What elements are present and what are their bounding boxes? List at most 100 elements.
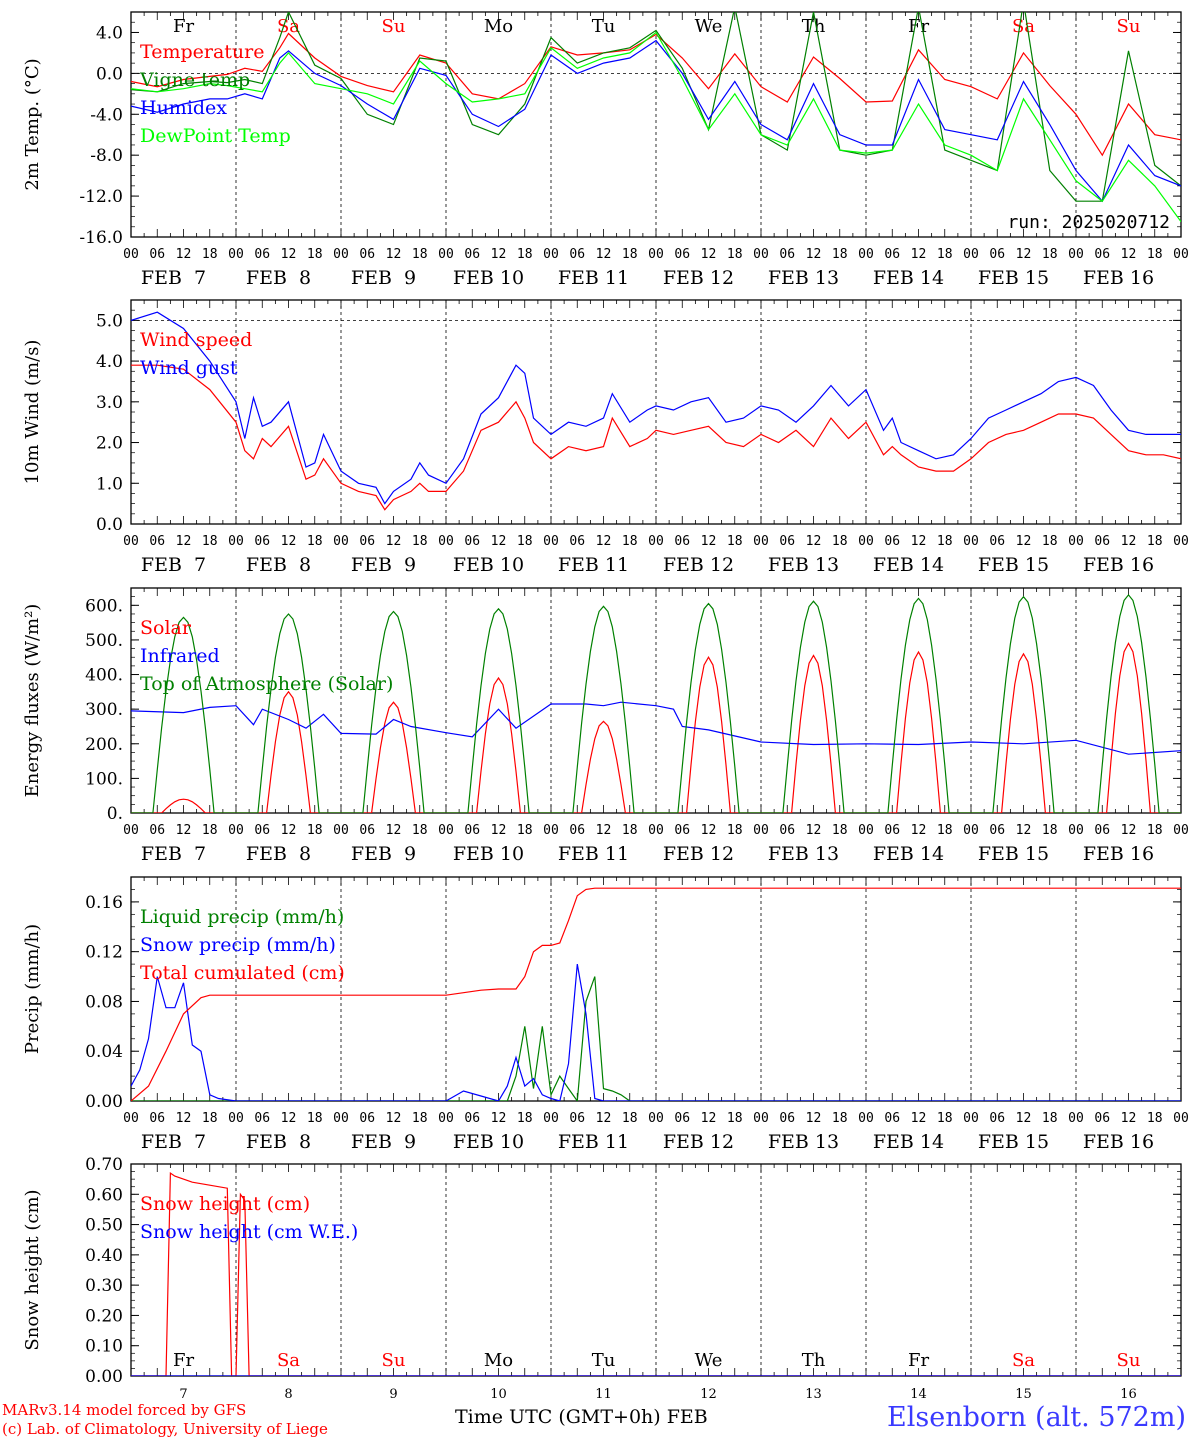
weekday-label: We [695,1350,723,1371]
weekday-label: Su [1117,16,1141,37]
hour-tick-label: 06 [464,534,480,549]
hour-tick-label: 18 [832,1111,848,1126]
y-axis-label: 2m Temp. (°C) [22,58,43,190]
hour-tick-label: 06 [779,247,795,262]
weekday-label: Fr [173,16,194,37]
hour-tick-label: 12 [386,534,402,549]
hour-tick-label: 00 [963,1111,979,1126]
day-label: FEB 14 [873,554,944,576]
hour-tick-label: 12 [701,534,717,549]
hour-tick-label: 18 [622,1111,638,1126]
hour-tick-label: 00 [543,247,559,262]
hour-tick-label: 18 [832,823,848,838]
weekday-label: Sa [1012,1350,1035,1371]
weekday-label: We [695,16,723,37]
hour-tick-label: 12 [596,534,612,549]
legend-entry: DewPoint Temp [140,125,291,147]
hour-tick-label: 18 [202,247,218,262]
hour-tick-label: 18 [1042,823,1058,838]
y-axis-label: 10m Wind (m/s) [22,340,43,485]
hour-tick-label: 12 [1121,534,1137,549]
hour-tick-label: 18 [1147,823,1163,838]
hour-tick-label: 12 [911,247,927,262]
hour-tick-label: 00 [123,1111,139,1126]
day-label: FEB 12 [663,267,734,289]
day-number-label: 11 [595,1387,612,1402]
hour-tick-label: 06 [779,1111,795,1126]
hour-tick-label: 12 [281,247,297,262]
day-label: FEB 16 [1083,267,1154,289]
day-number-label: 10 [490,1387,507,1402]
hour-tick-label: 18 [412,1111,428,1126]
hour-tick-label: 18 [517,247,533,262]
hour-tick-label: 18 [1042,534,1058,549]
weekday-label: Fr [908,1350,929,1371]
hour-tick-label: 12 [281,823,297,838]
hour-tick-label: 06 [359,1111,375,1126]
weekday-label: Sa [277,16,300,37]
hour-tick-label: 06 [569,823,585,838]
day-label: FEB 10 [453,843,524,865]
hour-tick-label: 00 [753,247,769,262]
hour-tick-label: 18 [307,534,323,549]
plot-frame [130,587,1182,814]
hour-tick-label: 06 [779,534,795,549]
y-tick-label: 0.16 [85,893,123,913]
hour-tick-label: 06 [464,1111,480,1126]
hour-tick-label: 18 [412,247,428,262]
day-label: FEB 13 [768,843,839,865]
day-label: FEB 10 [453,267,524,289]
station-label: Elsenborn (alt. 572m) [887,1402,1186,1433]
hour-tick-label: 12 [701,823,717,838]
y-tick-label: 0.12 [85,943,123,963]
hour-tick-label: 06 [359,247,375,262]
time-label: Time UTC (GMT+0h) [455,1406,661,1428]
y-tick-label: 0.00 [85,1092,123,1112]
day-label: FEB 7 [141,843,206,865]
hour-tick-label: 06 [464,247,480,262]
day-label: FEB 11 [558,554,629,576]
hour-tick-label: 12 [281,1111,297,1126]
month-label: FEB [666,1406,708,1428]
day-label: FEB 11 [558,1131,629,1153]
day-label: FEB 12 [663,554,734,576]
hour-tick-label: 18 [622,534,638,549]
y-tick-label: 0.60 [85,1185,123,1205]
legend-entry: Wind gust [140,357,238,379]
hour-tick-label: 12 [1016,823,1032,838]
hour-tick-label: 18 [307,247,323,262]
day-number-label: 9 [389,1387,397,1402]
hour-tick-label: 00 [438,247,454,262]
y-tick-label: 300. [85,700,123,720]
hour-tick-label: 18 [517,823,533,838]
hour-tick-label: 00 [1068,247,1084,262]
y-tick-label: 0.0 [96,64,123,84]
day-label: FEB 11 [558,267,629,289]
hour-tick-label: 12 [1016,534,1032,549]
day-label: FEB 14 [873,1131,944,1153]
hour-tick-label: 00 [753,823,769,838]
day-label: FEB 13 [768,1131,839,1153]
hour-tick-label: 06 [569,534,585,549]
hour-tick-label: 06 [149,823,165,838]
y-tick-label: 0.70 [85,1155,123,1175]
hour-tick-label: 00 [963,534,979,549]
legend-entry: Liquid precip (mm/h) [140,906,344,928]
hour-tick-label: 00 [333,1111,349,1126]
series-group [131,887,1181,1101]
hour-tick-label: 12 [806,823,822,838]
hour-tick-label: 18 [727,1111,743,1126]
y-tick-label: 400. [85,666,123,686]
hour-tick-label: 18 [1042,1111,1058,1126]
hour-tick-label: 12 [176,1111,192,1126]
hour-tick-label: 12 [596,823,612,838]
panel-2: 0.0 1.0 2.0 3.0 4.0 5.0 10m Wind (m/s) 00 06 12 18… [22,299,1189,576]
legend-entry: Vigne temp [139,69,250,91]
weekday-label: Su [382,1350,406,1371]
y-tick-label: 2.0 [96,434,123,454]
legend-entry: Snow height (cm W.E.) [140,1221,358,1243]
y-tick-label: 200. [85,735,123,755]
day-label: FEB 12 [663,843,734,865]
day-label: FEB 10 [453,1131,524,1153]
hour-tick-label: 12 [491,534,507,549]
